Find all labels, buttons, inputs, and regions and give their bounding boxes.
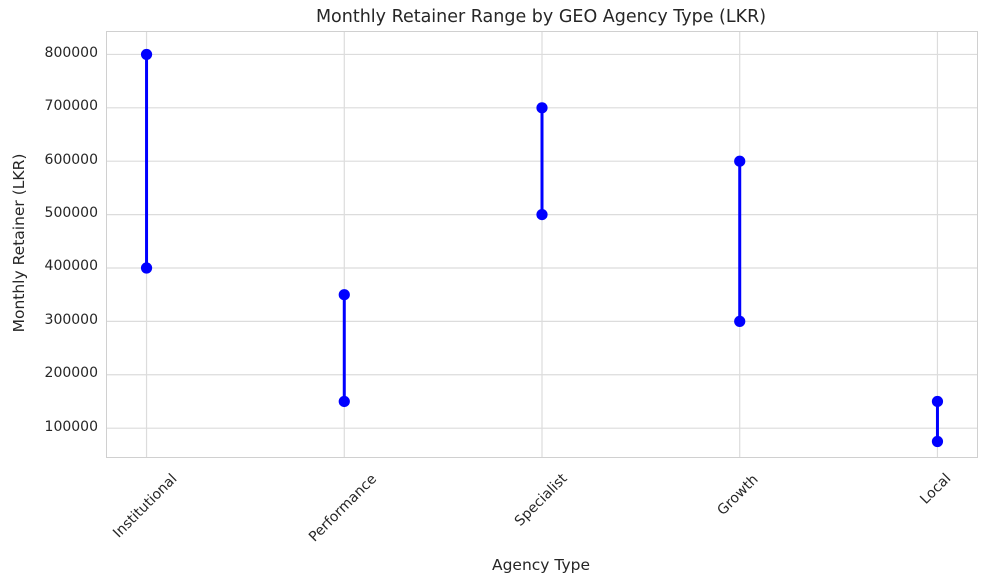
range-dot-max xyxy=(140,48,153,61)
plot-canvas xyxy=(107,32,977,457)
y-tick-label: 800000 xyxy=(44,44,98,61)
y-tick-label: 400000 xyxy=(44,258,98,275)
chart-title: Monthly Retainer Range by GEO Agency Typ… xyxy=(315,7,767,27)
range-dot-max xyxy=(536,102,548,114)
y-tick-label: 100000 xyxy=(44,418,98,435)
x-axis-label: Agency Type xyxy=(491,556,591,574)
x-tick-label: Local xyxy=(917,470,955,508)
range-dot-min xyxy=(140,262,153,274)
y-tick-label: 300000 xyxy=(44,311,98,328)
x-tick-label: Growth xyxy=(714,471,762,519)
range-dot-min xyxy=(734,315,746,327)
range-dot-min xyxy=(536,209,548,221)
x-tick-label: Performance xyxy=(305,471,380,546)
y-tick-label: 500000 xyxy=(44,205,98,222)
x-tick-label: Institutional xyxy=(110,470,181,542)
y-tick-label: 200000 xyxy=(44,365,98,382)
range-dot-min xyxy=(931,435,944,448)
x-tick-label: Specialist xyxy=(511,470,571,530)
y-tick-label: 600000 xyxy=(44,151,98,168)
plot-area xyxy=(106,31,978,458)
range-dot-max xyxy=(931,395,944,408)
range-dot-max xyxy=(338,289,350,301)
y-tick-label: 700000 xyxy=(44,98,98,115)
y-axis-label: Monthly Retainer (LKR) xyxy=(10,153,28,333)
range-dot-max xyxy=(734,155,746,167)
range-dot-min xyxy=(338,395,350,408)
